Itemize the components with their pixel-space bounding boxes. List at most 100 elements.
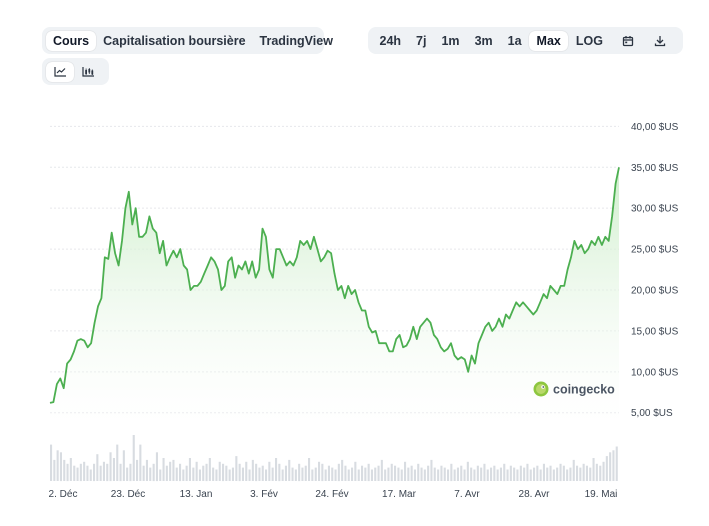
volume-bar — [476, 465, 479, 481]
candlestick-icon — [81, 67, 94, 77]
volume-bar — [271, 467, 274, 481]
volume-bar — [513, 467, 516, 481]
calendar-button[interactable] — [614, 31, 642, 51]
tab-range-1m[interactable]: 1m — [441, 33, 460, 48]
volume-bar — [294, 469, 297, 481]
volume-bar — [238, 463, 241, 482]
volume-bar — [215, 469, 218, 481]
volume-bar — [430, 459, 433, 481]
tab-range-3m[interactable]: 3m — [474, 33, 493, 48]
volume-bar — [304, 465, 307, 481]
y-tick-label: 25,00 $US — [631, 245, 679, 256]
volume-bar — [413, 469, 416, 481]
volume-bar — [102, 461, 105, 481]
x-tick-label: 24. Fév — [315, 489, 348, 500]
volume-bar — [526, 463, 529, 482]
volume-bar — [410, 465, 413, 481]
volume-bar — [387, 467, 390, 481]
coingecko-logo-icon — [533, 381, 549, 397]
volume-bar — [337, 463, 340, 482]
volume-bar — [516, 469, 519, 481]
volume-bar — [122, 450, 125, 481]
y-tick-label: 5,00 $US — [631, 408, 673, 419]
volume-bar — [473, 469, 476, 481]
volume-bar — [506, 469, 509, 481]
volume-bar — [556, 467, 559, 481]
chart-type-toggle — [42, 58, 109, 85]
volume-bar — [370, 469, 373, 481]
volume-bar — [278, 463, 281, 482]
line-chart-button[interactable] — [46, 61, 74, 82]
volume-bar — [612, 450, 615, 481]
volume-bar — [185, 465, 188, 481]
volume-bar — [139, 444, 142, 481]
volume-bar — [63, 459, 66, 481]
volume-bar — [566, 469, 569, 481]
tab-range-7d[interactable]: 7j — [416, 33, 427, 48]
volume-bar — [188, 458, 191, 481]
volume-bar — [119, 463, 122, 482]
volume-bar — [351, 467, 354, 481]
volume-bar — [536, 465, 539, 481]
volume-bar — [437, 469, 440, 481]
volume-bar — [192, 467, 195, 481]
volume-bar — [258, 467, 261, 481]
volume-bar — [321, 463, 324, 482]
volume-bar — [523, 467, 526, 481]
volume-bar — [165, 465, 168, 481]
x-tick-label: 3. Fév — [250, 489, 278, 500]
volume-bar — [172, 459, 175, 481]
volume-bar — [582, 463, 585, 482]
volume-bar — [490, 467, 493, 481]
volume-bar — [106, 463, 109, 482]
volume-bar — [73, 465, 76, 481]
download-button[interactable] — [646, 31, 674, 51]
tab-range-24h[interactable]: 24h — [379, 33, 402, 48]
volume-bar — [460, 465, 463, 481]
tab-tradingview[interactable]: TradingView — [259, 33, 333, 48]
candlestick-button[interactable] — [74, 62, 102, 82]
volume-bar — [377, 465, 380, 481]
volume-bar — [380, 459, 383, 481]
volume-bar — [225, 465, 228, 481]
volume-bar — [384, 469, 387, 481]
volume-bar — [357, 469, 360, 481]
volume-bar — [499, 467, 502, 481]
volume-bar — [417, 463, 420, 482]
volume-bar — [198, 469, 201, 481]
volume-bar — [284, 465, 287, 481]
watermark-text: coingecko — [553, 383, 615, 397]
volume-bar — [275, 458, 278, 481]
volume-bar — [89, 469, 92, 481]
volume-bar — [569, 467, 572, 481]
tab-log-scale[interactable]: LOG — [575, 33, 603, 48]
tab-cours[interactable]: Cours — [46, 30, 97, 51]
y-tick-label: 30,00 $US — [631, 204, 679, 215]
volume-bar — [109, 452, 112, 482]
range-tab-group: 24h 7j 1m 3m 1a Max LOG — [368, 27, 683, 54]
volume-bar — [327, 465, 330, 481]
tab-market-cap[interactable]: Capitalisation boursière — [103, 33, 246, 48]
volume-bar — [480, 467, 483, 481]
volume-bar — [341, 459, 344, 481]
x-tick-label: 28. Avr — [519, 489, 551, 500]
volume-bar — [374, 467, 377, 481]
tab-range-1y[interactable]: 1a — [507, 33, 522, 48]
volume-bar — [397, 467, 400, 481]
volume-bar — [364, 467, 367, 481]
volume-bar — [599, 465, 602, 481]
y-tick-label: 40,00 $US — [631, 122, 679, 133]
tab-range-max[interactable]: Max — [529, 30, 569, 51]
volume-bar — [466, 461, 469, 481]
volume-bar — [576, 465, 579, 481]
volume-bar — [324, 469, 327, 481]
x-tick-label: 7. Avr — [454, 489, 480, 500]
calendar-icon — [623, 35, 634, 46]
y-tick-label: 15,00 $US — [631, 326, 679, 337]
volume-bar — [493, 465, 496, 481]
volume-bar — [394, 465, 397, 481]
volume-bar — [69, 458, 72, 481]
volume-bar — [450, 463, 453, 482]
volume-bar — [288, 459, 291, 481]
volume-bar — [533, 467, 536, 481]
